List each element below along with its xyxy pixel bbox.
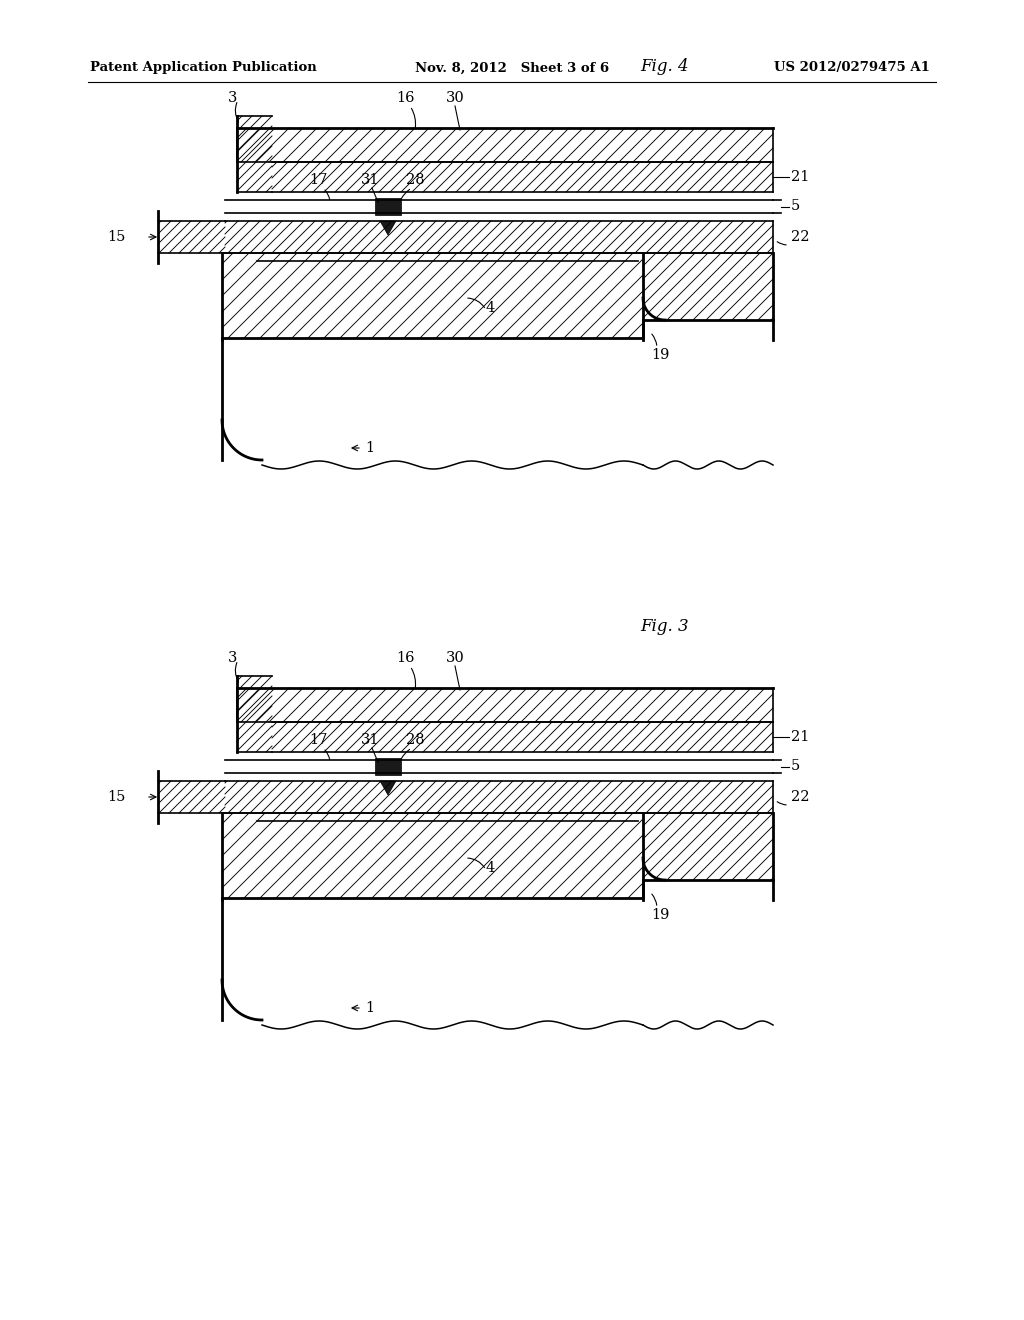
Text: Fig. 3: Fig. 3 — [640, 618, 688, 635]
Text: 4: 4 — [485, 301, 495, 315]
Text: 4: 4 — [485, 861, 495, 875]
Polygon shape — [380, 781, 396, 795]
Bar — [375, 198, 401, 215]
Text: 30: 30 — [445, 651, 464, 665]
Text: 28: 28 — [406, 733, 424, 747]
Text: 31: 31 — [360, 173, 379, 187]
Text: 22: 22 — [791, 230, 810, 244]
Text: 31: 31 — [360, 733, 379, 747]
Text: 17: 17 — [309, 173, 328, 187]
Text: 16: 16 — [395, 651, 415, 665]
Text: 3: 3 — [228, 651, 238, 665]
Bar — [375, 758, 401, 775]
Text: 17: 17 — [309, 733, 328, 747]
Text: 21: 21 — [791, 730, 809, 744]
Text: 28: 28 — [406, 173, 424, 187]
Text: 15: 15 — [108, 789, 126, 804]
Text: 1: 1 — [366, 1001, 375, 1015]
Text: 5: 5 — [791, 759, 800, 774]
Text: Fig. 4: Fig. 4 — [640, 58, 688, 75]
Text: 21: 21 — [791, 170, 809, 183]
Text: Nov. 8, 2012   Sheet 3 of 6: Nov. 8, 2012 Sheet 3 of 6 — [415, 62, 609, 74]
Text: 15: 15 — [108, 230, 126, 244]
Text: 19: 19 — [651, 348, 670, 362]
Text: 30: 30 — [445, 91, 464, 106]
Text: 16: 16 — [395, 91, 415, 106]
Polygon shape — [380, 220, 396, 235]
Text: 1: 1 — [366, 441, 375, 455]
Text: 3: 3 — [228, 91, 238, 106]
Text: 19: 19 — [651, 908, 670, 921]
Text: 5: 5 — [791, 199, 800, 214]
Text: 22: 22 — [791, 789, 810, 804]
Text: Patent Application Publication: Patent Application Publication — [90, 62, 316, 74]
Text: US 2012/0279475 A1: US 2012/0279475 A1 — [774, 62, 930, 74]
